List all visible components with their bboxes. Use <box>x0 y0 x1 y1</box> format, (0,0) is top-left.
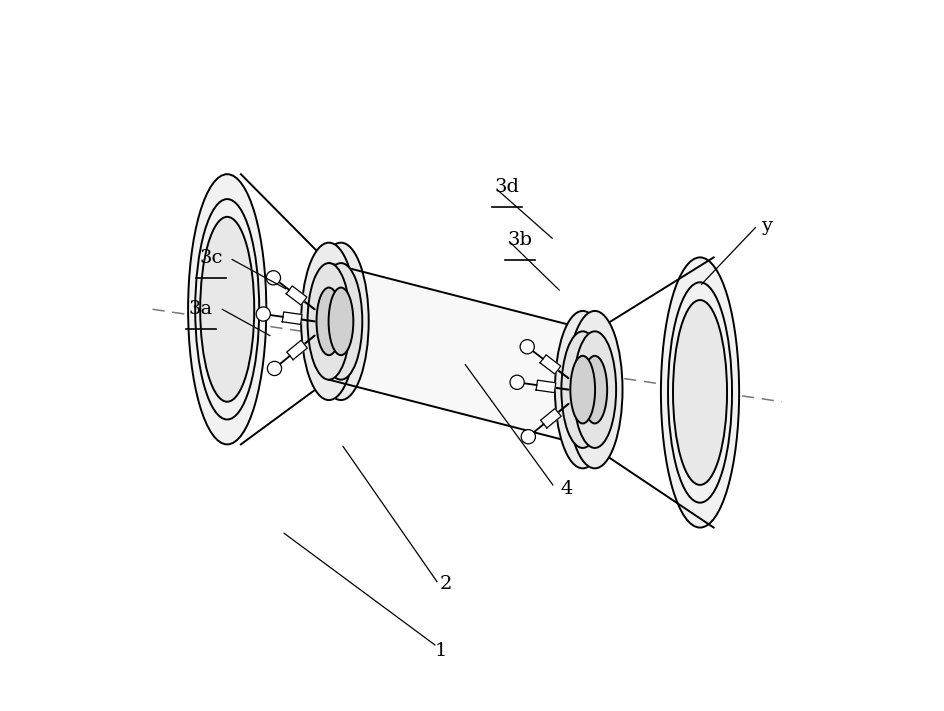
Polygon shape <box>329 263 594 448</box>
Ellipse shape <box>200 217 254 402</box>
Circle shape <box>519 340 533 354</box>
Ellipse shape <box>316 287 341 356</box>
Text: 4: 4 <box>560 480 572 498</box>
Ellipse shape <box>570 356 595 424</box>
Polygon shape <box>286 286 307 305</box>
Polygon shape <box>282 312 302 324</box>
Ellipse shape <box>582 356 607 424</box>
Ellipse shape <box>188 174 266 444</box>
Ellipse shape <box>573 331 615 448</box>
Polygon shape <box>539 355 560 374</box>
Ellipse shape <box>672 300 726 485</box>
Ellipse shape <box>312 242 368 400</box>
Ellipse shape <box>660 257 738 528</box>
Text: 1: 1 <box>434 641 447 660</box>
Ellipse shape <box>561 331 603 448</box>
Ellipse shape <box>554 311 610 469</box>
Text: 3b: 3b <box>507 231 532 250</box>
Text: 2: 2 <box>440 575 452 594</box>
Ellipse shape <box>566 311 622 469</box>
Circle shape <box>256 307 270 321</box>
Circle shape <box>510 375 524 390</box>
Text: 3a: 3a <box>189 300 212 319</box>
Circle shape <box>521 429 535 444</box>
Polygon shape <box>286 341 307 360</box>
Polygon shape <box>535 380 555 392</box>
Ellipse shape <box>319 263 362 380</box>
Circle shape <box>266 271 280 285</box>
Ellipse shape <box>301 242 356 400</box>
Ellipse shape <box>329 287 353 356</box>
Ellipse shape <box>307 263 350 380</box>
Circle shape <box>267 361 281 375</box>
Text: 3d: 3d <box>494 178 518 196</box>
Polygon shape <box>540 409 561 428</box>
Text: y: y <box>760 217 771 235</box>
Text: 3c: 3c <box>199 249 223 267</box>
